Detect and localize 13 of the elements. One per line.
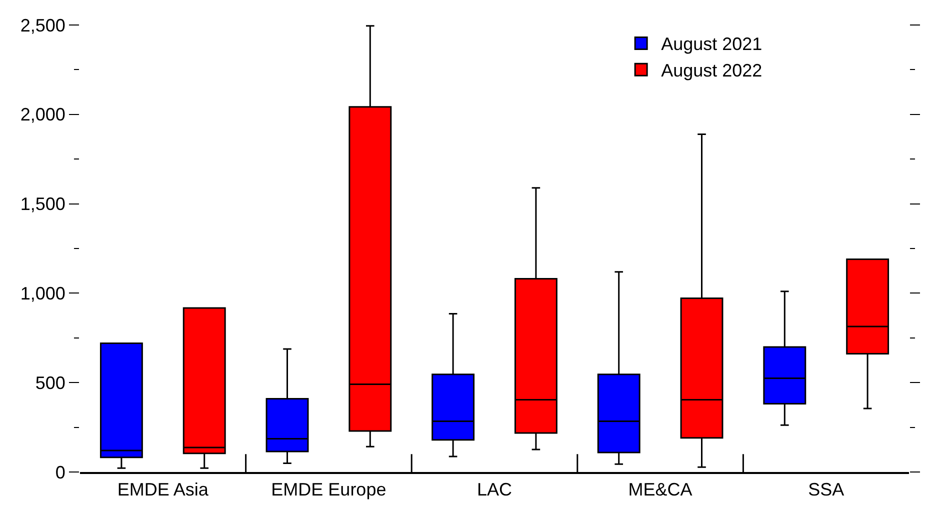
y-tick-label: 0 [55,462,66,482]
x-tick-label: SSA [808,480,844,500]
y-tick-label: 1,500 [20,194,66,214]
y-tick-label: 1,000 [20,284,66,304]
x-tick-label: LAC [476,480,512,500]
x-tick-label: EMDE Europe [271,480,386,500]
y-tick-label: 2,500 [20,15,66,36]
y-tick-label: 2,000 [20,104,66,125]
legend-label: August 2021 [661,34,762,54]
y-tick-label: 500 [35,372,66,393]
legend-label: August 2022 [661,60,762,81]
x-tick-label: ME&CA [628,480,692,500]
x-tick-label: EMDE Asia [117,480,210,500]
